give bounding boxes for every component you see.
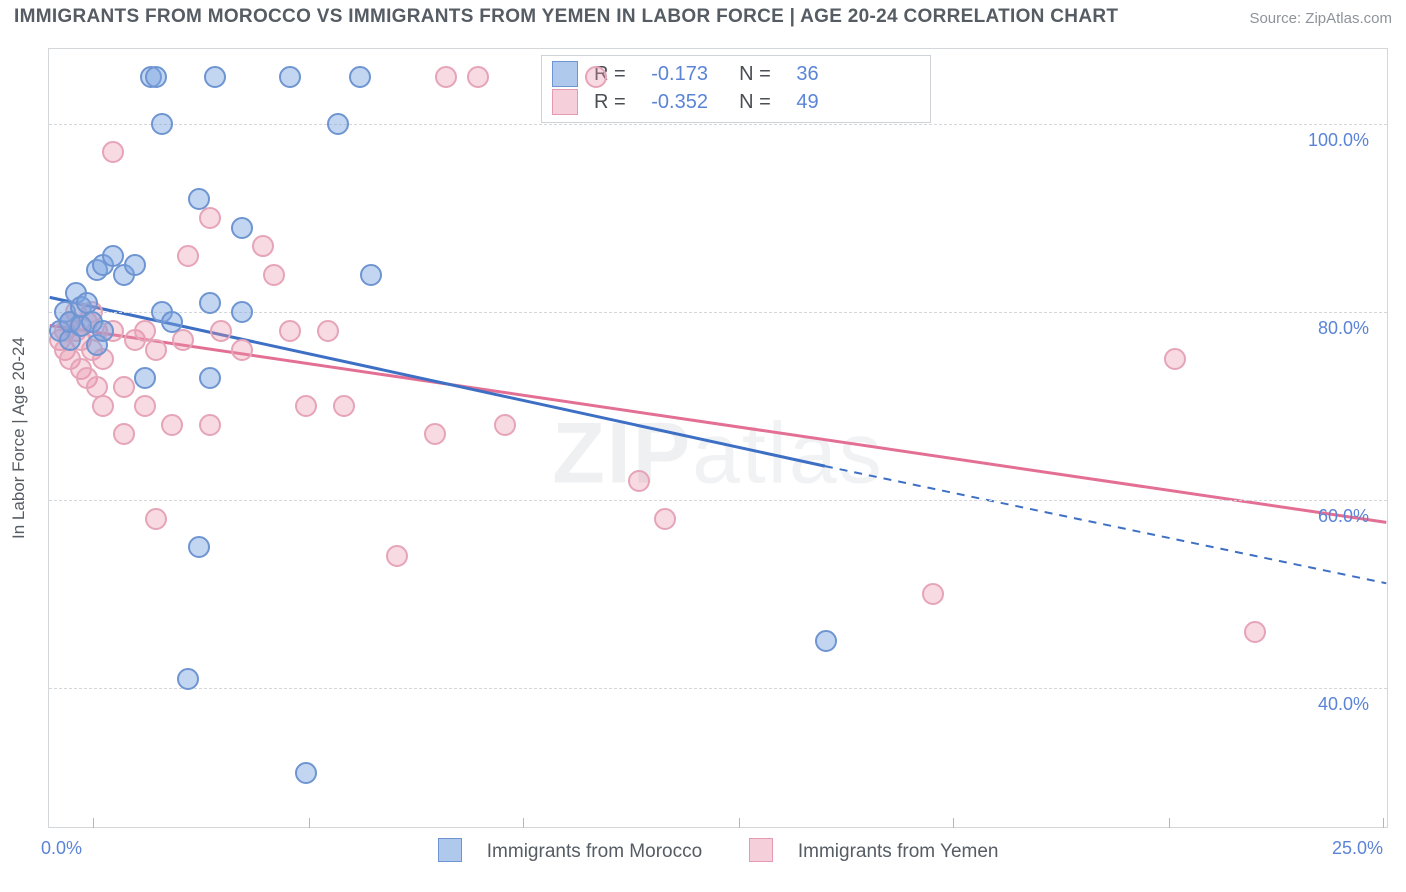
scatter-point [177, 668, 199, 690]
scatter-point [295, 762, 317, 784]
scatter-point [279, 66, 301, 88]
scatter-point [161, 414, 183, 436]
y-tick-label: 60.0% [1318, 506, 1369, 527]
scatter-point [252, 235, 274, 257]
n-label: N = [739, 88, 771, 116]
source-label: Source: ZipAtlas.com [1249, 10, 1392, 27]
regression-lines [49, 49, 1387, 827]
scatter-point [145, 66, 167, 88]
n-value: 49 [796, 88, 818, 116]
chart-title: IMMIGRANTS FROM MOROCCO VS IMMIGRANTS FR… [14, 6, 1118, 27]
x-tick [1383, 818, 1384, 828]
watermark-atlas: atlas [692, 405, 884, 501]
scatter-point [199, 292, 221, 314]
scatter-point [279, 320, 301, 342]
r-value: -0.352 [651, 88, 708, 116]
scatter-point [231, 217, 253, 239]
scatter-point [188, 536, 210, 558]
scatter-point [231, 301, 253, 323]
stats-row: R = -0.173 N = 36 [552, 60, 920, 88]
scatter-point [317, 320, 339, 342]
x-tick [953, 818, 954, 828]
scatter-point [815, 630, 837, 652]
scatter-point [145, 508, 167, 530]
grid-line [49, 500, 1387, 501]
n-value: 36 [796, 60, 818, 88]
series-swatch-morocco [552, 61, 578, 87]
chart-plot-area: In Labor Force | Age 20-24 ZIPatlas R = … [48, 48, 1388, 828]
legend-swatch-morocco [438, 838, 462, 862]
y-tick-label: 40.0% [1318, 694, 1369, 715]
scatter-point [467, 66, 489, 88]
scatter-point [199, 207, 221, 229]
y-tick-label: 80.0% [1318, 318, 1369, 339]
scatter-point [145, 339, 167, 361]
scatter-point [204, 66, 226, 88]
series-swatch-yemen [552, 89, 578, 115]
scatter-point [435, 66, 457, 88]
stats-row: R = -0.352 N = 49 [552, 88, 920, 116]
grid-line [49, 124, 1387, 125]
scatter-point [134, 395, 156, 417]
n-label: N = [739, 60, 771, 88]
scatter-point [327, 113, 349, 135]
scatter-point [333, 395, 355, 417]
scatter-point [585, 66, 607, 88]
scatter-point [654, 508, 676, 530]
correlation-stats-box: R = -0.173 N = 36 R = -0.352 N = 49 [541, 55, 931, 123]
scatter-point [199, 367, 221, 389]
scatter-point [113, 423, 135, 445]
scatter-point [92, 395, 114, 417]
x-tick [93, 818, 94, 828]
scatter-point [172, 329, 194, 351]
grid-line [49, 688, 1387, 689]
legend-label-yemen: Immigrants from Yemen [798, 841, 999, 862]
r-value: -0.173 [651, 60, 708, 88]
scatter-point [161, 311, 183, 333]
scatter-point [113, 376, 135, 398]
scatter-point [360, 264, 382, 286]
scatter-point [92, 320, 114, 342]
watermark-zip: ZIP [552, 405, 692, 501]
legend-swatch-yemen [749, 838, 773, 862]
scatter-point [494, 414, 516, 436]
x-tick [523, 818, 524, 828]
watermark: ZIPatlas [552, 404, 883, 503]
scatter-point [1244, 621, 1266, 643]
scatter-point [263, 264, 285, 286]
x-tick-label: 0.0% [41, 838, 82, 859]
x-tick [1169, 818, 1170, 828]
scatter-point [628, 470, 650, 492]
scatter-point [134, 367, 156, 389]
y-axis-label: In Labor Force | Age 20-24 [9, 337, 29, 539]
scatter-point [124, 254, 146, 276]
scatter-point [295, 395, 317, 417]
scatter-point [151, 113, 173, 135]
x-tick [309, 818, 310, 828]
scatter-point [424, 423, 446, 445]
x-tick [739, 818, 740, 828]
legend-label-morocco: Immigrants from Morocco [487, 841, 702, 862]
x-tick-label: 25.0% [1332, 838, 1383, 859]
y-tick-label: 100.0% [1308, 130, 1369, 151]
scatter-point [102, 141, 124, 163]
x-axis-legend: Immigrants from Morocco Immigrants from … [49, 838, 1387, 863]
scatter-point [199, 414, 221, 436]
scatter-point [177, 245, 199, 267]
scatter-point [349, 66, 371, 88]
scatter-point [386, 545, 408, 567]
scatter-point [1164, 348, 1186, 370]
scatter-point [922, 583, 944, 605]
scatter-point [210, 320, 232, 342]
r-label: R = [594, 88, 626, 116]
scatter-point [231, 339, 253, 361]
